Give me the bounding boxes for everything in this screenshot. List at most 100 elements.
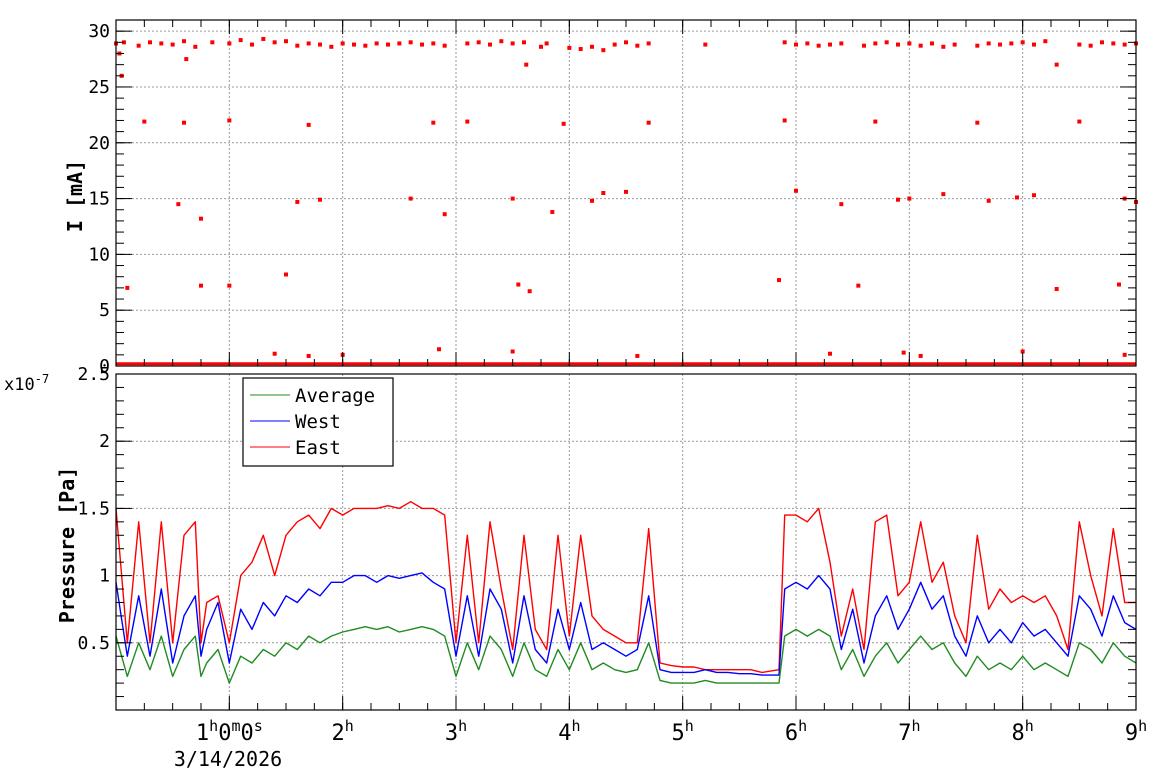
current-y-tick-label: 5 bbox=[99, 300, 110, 321]
x-tick-label: 1h0m0s bbox=[196, 717, 263, 746]
legend-label-east: East bbox=[295, 437, 341, 459]
current-data-point bbox=[306, 353, 311, 358]
x-tick-label: 4h bbox=[558, 717, 580, 746]
current-data-point bbox=[1117, 282, 1121, 287]
pressure-y-tick-label: 0.5 bbox=[77, 633, 110, 654]
current-data-point bbox=[510, 349, 515, 354]
current-data-point bbox=[896, 197, 900, 202]
time-x-axis: 1h0m0s 2h 3h 4h 5h 6h 7h 8h 9h bbox=[115, 20, 1147, 746]
current-data-point bbox=[975, 120, 980, 125]
current-y-tick-label: 0 bbox=[99, 356, 110, 377]
current-data-point bbox=[839, 202, 844, 207]
current-data-point bbox=[306, 122, 311, 127]
current-scatter-series bbox=[114, 36, 1138, 366]
current-data-point bbox=[601, 48, 606, 53]
current-data-point bbox=[142, 119, 147, 124]
current-y-axis: 0 5 10 15 20 25 30 bbox=[88, 19, 1136, 377]
current-data-point bbox=[182, 39, 186, 44]
current-data-point bbox=[941, 44, 946, 49]
current-data-point bbox=[998, 42, 1002, 47]
current-data-point bbox=[442, 212, 447, 217]
current-data-point bbox=[261, 36, 266, 41]
current-data-point bbox=[544, 41, 549, 46]
current-data-point bbox=[238, 38, 243, 43]
x-tick-label: 6h bbox=[785, 717, 807, 746]
current-data-point bbox=[272, 40, 277, 45]
current-data-point bbox=[431, 41, 436, 46]
current-data-point bbox=[1020, 40, 1025, 45]
current-data-point bbox=[363, 43, 368, 48]
current-data-point bbox=[397, 41, 402, 46]
current-data-point bbox=[148, 40, 152, 45]
current-data-point bbox=[295, 199, 300, 204]
current-data-point bbox=[340, 41, 345, 46]
legend-label-average: Average bbox=[295, 385, 375, 407]
current-data-point bbox=[199, 216, 203, 221]
current-data-point bbox=[1020, 349, 1025, 354]
current-data-point bbox=[1122, 352, 1127, 357]
current-data-point bbox=[930, 41, 934, 46]
pressure-y-tick-label: 2.5 bbox=[77, 364, 110, 385]
pressure-series-line-west bbox=[115, 572, 1137, 676]
current-data-point bbox=[986, 198, 991, 203]
current-data-point bbox=[941, 192, 946, 197]
current-data-point bbox=[907, 41, 912, 46]
current-y-tick-label: 25 bbox=[88, 77, 110, 98]
current-y-tick-label: 30 bbox=[88, 21, 110, 42]
current-data-point bbox=[952, 42, 957, 47]
current-data-point bbox=[590, 44, 594, 49]
current-data-point bbox=[561, 121, 566, 126]
legend: Average West East bbox=[242, 377, 394, 467]
current-data-point bbox=[1077, 119, 1082, 124]
legend-label-west: West bbox=[295, 411, 341, 433]
current-data-point bbox=[184, 57, 189, 62]
current-data-point bbox=[1100, 40, 1104, 45]
current-data-point bbox=[975, 43, 980, 48]
x-axis-date-label: 3/14/2026 bbox=[174, 747, 282, 771]
current-data-point bbox=[476, 40, 481, 45]
current-data-point bbox=[488, 42, 492, 47]
current-data-point bbox=[612, 42, 617, 47]
current-data-point bbox=[1111, 41, 1116, 46]
current-data-point bbox=[442, 43, 447, 48]
pressure-y-tick-label: 1.5 bbox=[77, 498, 110, 519]
current-data-point bbox=[465, 119, 470, 124]
current-data-point bbox=[828, 351, 832, 356]
current-data-point bbox=[873, 41, 878, 46]
current-data-point bbox=[635, 353, 640, 358]
x-tick-label: 9h bbox=[1125, 717, 1147, 746]
current-data-point bbox=[510, 41, 515, 46]
current-data-point bbox=[431, 120, 436, 125]
current-data-point bbox=[703, 42, 708, 47]
current-data-point bbox=[777, 278, 781, 283]
current-y-tick-label: 15 bbox=[88, 189, 110, 210]
current-data-point bbox=[901, 350, 906, 355]
current-data-point bbox=[1088, 43, 1093, 48]
pressure-y-axis: 0.5 1 1.5 2 2.5 bbox=[77, 364, 1136, 698]
current-data-point bbox=[516, 282, 521, 287]
current-data-point bbox=[1032, 42, 1036, 47]
current-data-point bbox=[1015, 195, 1019, 200]
current-data-point bbox=[193, 44, 198, 49]
current-data-point bbox=[465, 41, 470, 46]
current-data-point bbox=[510, 196, 515, 201]
current-data-point bbox=[306, 41, 311, 46]
current-data-point bbox=[624, 40, 628, 45]
current-data-point bbox=[839, 41, 844, 46]
current-data-point bbox=[136, 43, 141, 48]
current-data-point bbox=[986, 41, 991, 46]
current-data-point bbox=[284, 39, 288, 44]
pressure-y-axis-label: Pressure [Pa] bbox=[55, 467, 79, 624]
x-tick-label: 2h bbox=[332, 717, 354, 746]
current-y-tick-label: 20 bbox=[88, 133, 110, 154]
current-data-point bbox=[524, 62, 529, 67]
current-data-point bbox=[856, 283, 861, 288]
current-data-point bbox=[182, 120, 186, 125]
current-data-point bbox=[227, 41, 232, 46]
x-tick-label: 5h bbox=[672, 717, 694, 746]
current-data-point bbox=[567, 45, 572, 50]
current-data-point bbox=[420, 42, 424, 47]
current-data-point bbox=[227, 283, 232, 288]
current-data-point bbox=[284, 272, 288, 277]
